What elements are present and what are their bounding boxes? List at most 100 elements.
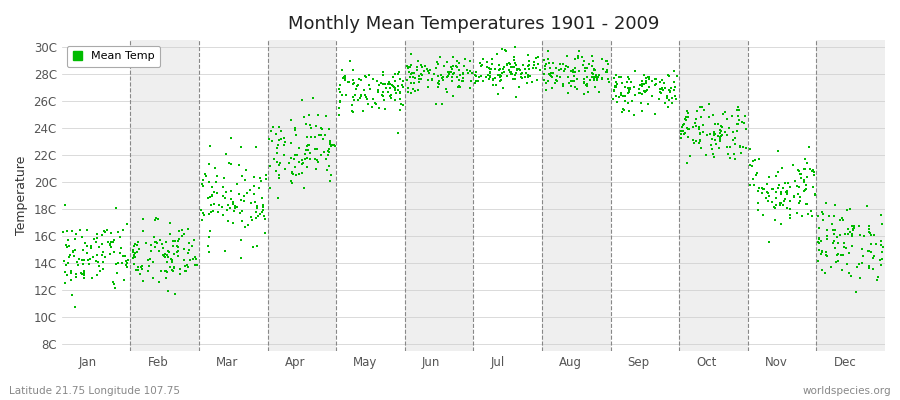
Point bbox=[614, 92, 628, 98]
Point bbox=[590, 77, 604, 83]
Point bbox=[863, 230, 878, 236]
Point bbox=[760, 189, 774, 196]
Point bbox=[544, 74, 559, 80]
Point bbox=[126, 249, 140, 255]
Point bbox=[731, 113, 745, 120]
Point bbox=[249, 144, 264, 150]
Point bbox=[680, 134, 695, 140]
Point bbox=[258, 172, 273, 179]
Point bbox=[600, 66, 615, 73]
Point bbox=[666, 67, 680, 74]
Point bbox=[204, 183, 219, 190]
Point bbox=[202, 234, 217, 240]
Point bbox=[386, 74, 400, 80]
Point bbox=[622, 89, 636, 96]
Point bbox=[852, 260, 867, 267]
Point bbox=[766, 185, 780, 192]
Point bbox=[393, 89, 408, 96]
Point bbox=[209, 179, 223, 185]
Point bbox=[746, 158, 760, 164]
Point bbox=[456, 75, 471, 81]
Point bbox=[792, 170, 806, 177]
Point bbox=[523, 73, 537, 79]
Point bbox=[256, 195, 270, 202]
Point bbox=[716, 132, 730, 138]
Point bbox=[500, 73, 515, 79]
Point bbox=[228, 203, 242, 209]
Point bbox=[652, 86, 667, 92]
Point bbox=[812, 225, 826, 231]
Point bbox=[366, 76, 381, 82]
Bar bbox=[199, 40, 267, 351]
Point bbox=[168, 238, 183, 245]
Point bbox=[728, 140, 742, 147]
Point bbox=[412, 79, 427, 85]
Point bbox=[166, 242, 180, 249]
Point bbox=[165, 267, 179, 273]
Point bbox=[475, 56, 490, 63]
Point bbox=[270, 145, 284, 151]
Point bbox=[248, 199, 263, 206]
Point bbox=[577, 80, 591, 86]
Point bbox=[755, 185, 770, 192]
Point bbox=[267, 156, 282, 162]
Point bbox=[579, 82, 593, 88]
Point bbox=[707, 131, 722, 137]
Point bbox=[687, 140, 701, 146]
Point bbox=[736, 144, 751, 150]
Point bbox=[310, 157, 325, 163]
Point bbox=[109, 261, 123, 268]
Point bbox=[779, 189, 794, 195]
Point bbox=[491, 90, 505, 97]
Point bbox=[591, 72, 606, 78]
Point bbox=[70, 259, 85, 265]
Point bbox=[615, 109, 629, 115]
Point bbox=[795, 175, 809, 182]
Point bbox=[799, 182, 814, 188]
Point bbox=[178, 268, 193, 274]
Point bbox=[614, 90, 628, 96]
Point bbox=[806, 172, 821, 178]
Point bbox=[586, 70, 600, 77]
Point bbox=[396, 84, 410, 90]
Point bbox=[392, 69, 407, 75]
Point bbox=[277, 152, 292, 158]
Point bbox=[544, 70, 558, 76]
Point bbox=[224, 161, 238, 167]
Point bbox=[388, 97, 402, 104]
Point bbox=[677, 121, 691, 127]
Point bbox=[425, 76, 439, 82]
Point bbox=[654, 84, 669, 91]
Point bbox=[312, 132, 327, 138]
Point bbox=[375, 92, 390, 98]
Point bbox=[480, 64, 494, 71]
Point bbox=[857, 233, 871, 240]
Point bbox=[634, 91, 649, 98]
Point bbox=[689, 116, 704, 122]
Point bbox=[648, 80, 662, 87]
Point bbox=[73, 227, 87, 233]
Point bbox=[247, 190, 261, 197]
Point bbox=[406, 74, 420, 80]
Point bbox=[144, 242, 158, 249]
Point bbox=[755, 185, 770, 192]
Point bbox=[799, 200, 814, 207]
Point bbox=[838, 230, 852, 237]
Point bbox=[492, 66, 507, 73]
Point bbox=[254, 178, 268, 184]
Point bbox=[716, 111, 731, 117]
Point bbox=[140, 268, 155, 274]
Point bbox=[112, 250, 127, 256]
Point bbox=[107, 237, 122, 243]
Point bbox=[800, 201, 814, 208]
Point bbox=[171, 253, 185, 260]
Point bbox=[482, 70, 497, 76]
Point bbox=[310, 123, 324, 130]
Point bbox=[481, 72, 495, 78]
Point bbox=[495, 70, 509, 76]
Point bbox=[271, 142, 285, 148]
Point bbox=[819, 249, 833, 255]
Point bbox=[245, 217, 259, 223]
Point bbox=[609, 83, 624, 89]
Point bbox=[693, 137, 707, 144]
